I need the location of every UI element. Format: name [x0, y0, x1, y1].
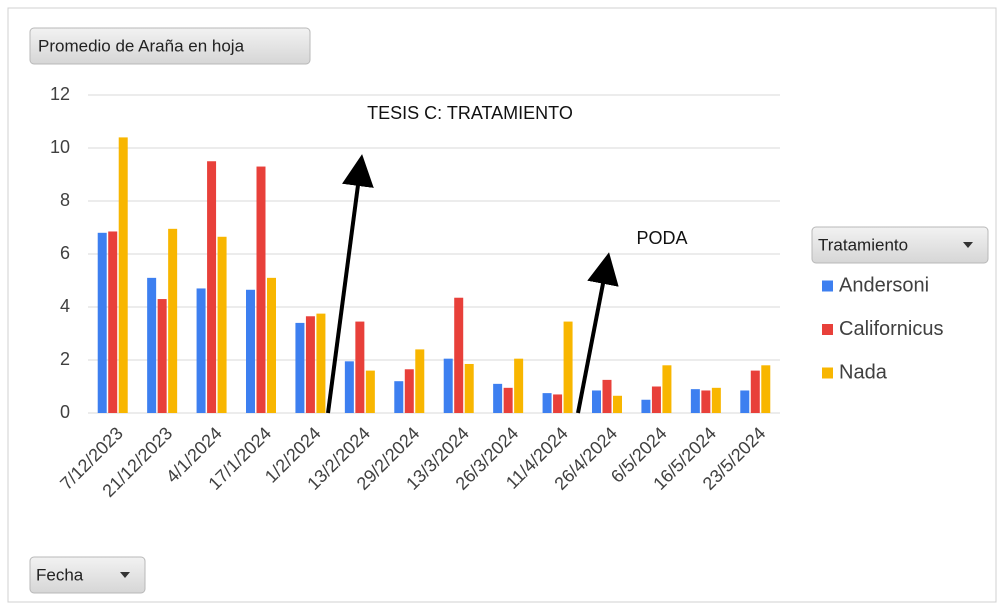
y-tick-label: 12 — [50, 84, 70, 104]
bar — [217, 236, 227, 413]
bar — [207, 161, 217, 413]
axis-field-button[interactable]: Fecha — [29, 556, 146, 594]
legend-swatch — [822, 280, 833, 292]
button-bg — [811, 226, 989, 264]
bar — [404, 369, 414, 413]
y-tick-label: 4 — [60, 296, 70, 316]
bar — [493, 383, 503, 413]
bar — [613, 395, 622, 413]
bar — [394, 381, 404, 413]
bar — [711, 387, 721, 413]
bar — [196, 288, 206, 413]
bar — [97, 232, 107, 413]
bar — [256, 166, 266, 413]
bar — [118, 137, 128, 413]
bar — [415, 349, 425, 413]
bar — [750, 370, 760, 413]
bar — [761, 365, 771, 413]
dropdown-icon — [120, 572, 130, 578]
bar — [295, 322, 305, 413]
bar — [542, 393, 552, 413]
bar — [443, 358, 453, 413]
bar — [246, 289, 255, 413]
dropdown-icon — [963, 242, 973, 248]
bar — [355, 321, 365, 413]
legend-label: Californicus — [839, 318, 943, 340]
bar — [108, 231, 118, 413]
bar — [662, 365, 672, 413]
chart-border — [7, 7, 997, 603]
y-tick-label: 2 — [60, 349, 70, 369]
bar — [365, 370, 375, 413]
bar — [344, 361, 354, 413]
y-tick-label: 10 — [50, 137, 70, 157]
button-bg — [29, 556, 146, 594]
bar — [514, 358, 524, 413]
bar — [602, 379, 612, 413]
bar — [454, 297, 464, 413]
arrow — [576, 252, 619, 414]
legend-field-button[interactable]: Tratamiento — [811, 226, 989, 264]
button-label: Promedio de Araña en hoja — [38, 36, 245, 55]
bar — [641, 399, 651, 413]
y-tick-label: 8 — [60, 190, 70, 210]
annotation: PODA — [636, 228, 687, 248]
value-field-button[interactable]: Promedio de Araña en hoja — [29, 27, 311, 65]
arrow — [326, 154, 374, 414]
bar — [553, 394, 563, 413]
bar — [651, 386, 661, 413]
button-label: Tratamiento — [818, 235, 908, 254]
bar — [267, 277, 276, 413]
bar — [740, 390, 750, 413]
bar — [563, 321, 573, 413]
legend-swatch — [822, 324, 833, 335]
bar — [690, 389, 700, 413]
bar — [305, 316, 315, 413]
bar — [157, 299, 167, 413]
bar — [592, 390, 601, 413]
bar — [464, 363, 474, 413]
button-bg — [29, 27, 311, 65]
bar — [147, 277, 157, 413]
bar — [316, 313, 326, 413]
bar — [701, 390, 711, 413]
annotation: TESIS C: TRATAMIENTO — [367, 103, 573, 123]
legend-label: Andersoni — [839, 274, 929, 296]
bar — [168, 228, 178, 413]
bar — [503, 387, 513, 413]
button-label: Fecha — [36, 565, 84, 584]
y-tick-label: 6 — [60, 243, 70, 263]
legend-swatch — [822, 367, 833, 379]
y-tick-label: 0 — [60, 402, 70, 422]
legend-label: Nada — [839, 361, 888, 383]
